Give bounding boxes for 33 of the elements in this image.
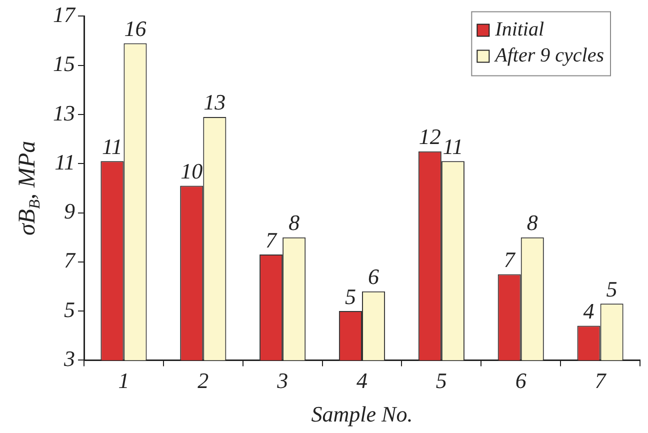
y-tick-label: 11 [54,149,75,174]
y-tick-label: 13 [53,100,75,126]
x-axis-title: Sample No. [311,402,413,427]
data-label: 5 [606,276,618,302]
y-tick-label: 7 [64,248,76,273]
data-label: 8 [526,210,538,236]
data-label: 7 [504,246,516,272]
data-label: 11 [442,134,464,159]
data-label: 4 [583,298,594,324]
data-label: 12 [418,124,441,150]
y-tick-label: 5 [64,296,75,322]
y-tick-label: 17 [53,2,76,27]
data-label: 16 [124,16,146,42]
x-tick-label: 2 [198,368,209,394]
legend-label: After 9 cycles [493,44,604,66]
x-tick-label: 3 [276,368,288,394]
data-label: 11 [102,134,122,159]
x-tick-label: 1 [118,368,130,394]
x-tick-label: 4 [356,368,368,394]
x-tick-label: 5 [436,368,447,394]
y-tick-label: 9 [64,198,75,224]
y-axis-title: σBB, MPa [14,140,44,236]
data-label: 5 [344,284,356,309]
x-tick-label: 7 [594,368,607,394]
y-tick-label: 3 [63,346,75,371]
x-tick-label: 6 [515,368,526,394]
data-label: 7 [266,227,278,252]
data-label: 13 [204,90,226,115]
legend-label: Initial [494,18,544,40]
data-label: 8 [288,210,300,236]
data-label: 10 [180,158,203,184]
data-label: 6 [368,264,380,290]
y-tick-label: 15 [53,51,75,76]
